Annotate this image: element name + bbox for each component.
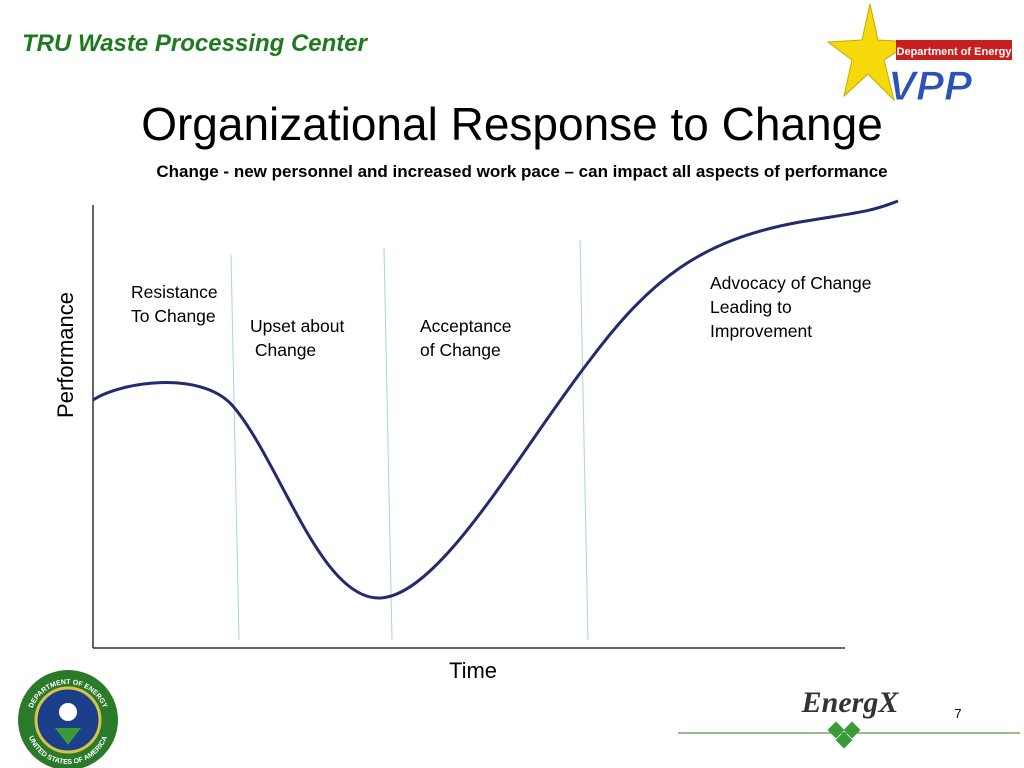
- phase-label: Advocacy of Change: [710, 273, 872, 293]
- phase-label: Acceptance: [420, 316, 511, 336]
- shield: [55, 728, 81, 745]
- doe-seal: DEPARTMENT OF ENERGY UNITED STATES OF AM…: [18, 670, 118, 768]
- performance-curve: [92, 199, 899, 600]
- energx-knot: [827, 721, 861, 749]
- phase-label: Change: [250, 340, 316, 360]
- phase-label: To Change: [131, 306, 216, 326]
- phase-label: Improvement: [710, 321, 812, 341]
- organization: TRU Waste Processing Center: [22, 30, 369, 57]
- phase-label: Resistance: [131, 282, 218, 302]
- phase-divider: [230, 254, 240, 641]
- eagle-head: [59, 703, 77, 721]
- banner-text: Department of Energy: [897, 46, 1013, 58]
- subtitle: Change - new personnel and increased wor…: [156, 162, 887, 181]
- x-axis-label: Time: [449, 658, 497, 683]
- phase-label: Leading to: [710, 297, 792, 317]
- energx-logo: EnergX: [678, 686, 1020, 749]
- phase-label: Upset about: [250, 316, 345, 336]
- energx-text: EnergX: [801, 686, 900, 719]
- phase-divider: [383, 247, 393, 641]
- vpp-logo: Department of Energy VPP: [826, 3, 1013, 110]
- page-number: 7: [954, 706, 961, 721]
- phase-label: of Change: [420, 340, 501, 360]
- title: Organizational Response to Change: [141, 98, 883, 150]
- banner: [896, 40, 1012, 60]
- vpp-text: VPP: [888, 62, 973, 109]
- y-axis-label: Performance: [53, 292, 78, 418]
- phase-divider: [579, 239, 589, 641]
- phase-labels: Resistance To Change Upset about Change Acc…: [131, 273, 872, 360]
